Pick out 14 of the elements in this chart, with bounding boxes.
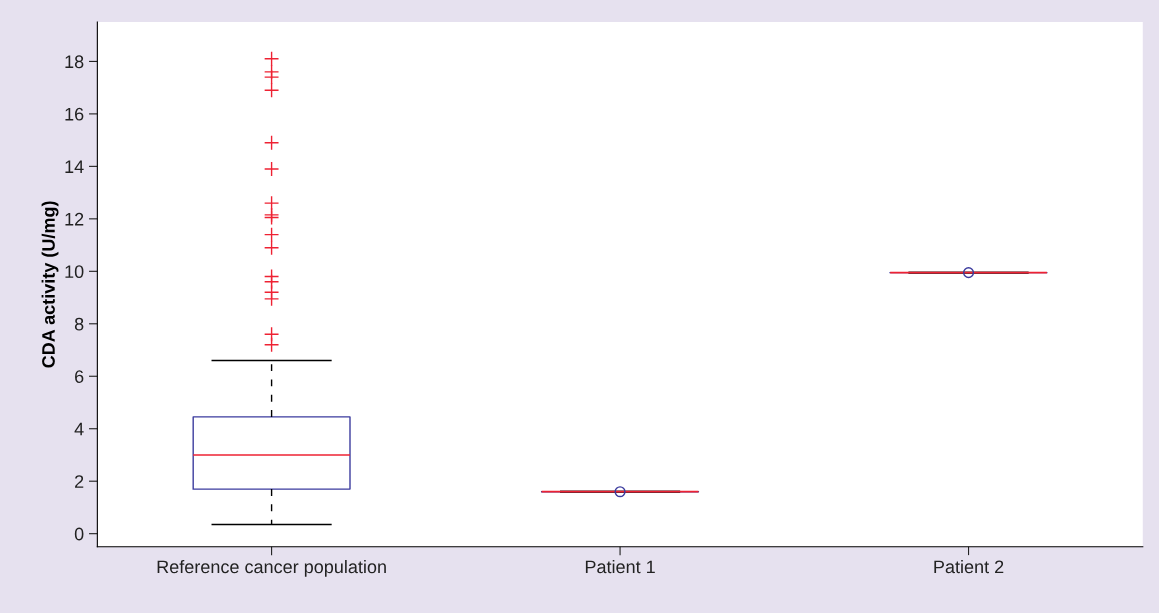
y-tick-label: 10	[65, 265, 84, 279]
x-tick-label: Patient 1	[585, 559, 655, 574]
x-tick-label: Patient 2	[934, 559, 1004, 574]
y-tick-label: 14	[65, 160, 84, 173]
y-tick-label: 0	[74, 527, 84, 541]
y-tick-label: 18	[65, 55, 84, 69]
y-tick-label: 12	[65, 212, 84, 226]
y-tick-label: 6	[75, 370, 84, 383]
y-tick-label: 4	[74, 422, 84, 436]
y-axis-title: CDA activity (U/mg)	[41, 201, 59, 368]
y-tick-label: 16	[65, 107, 84, 121]
y-tick-label: 8	[74, 317, 84, 331]
y-tick-label: 2	[75, 475, 84, 488]
x-tick-label: Reference cancer population	[157, 559, 386, 577]
